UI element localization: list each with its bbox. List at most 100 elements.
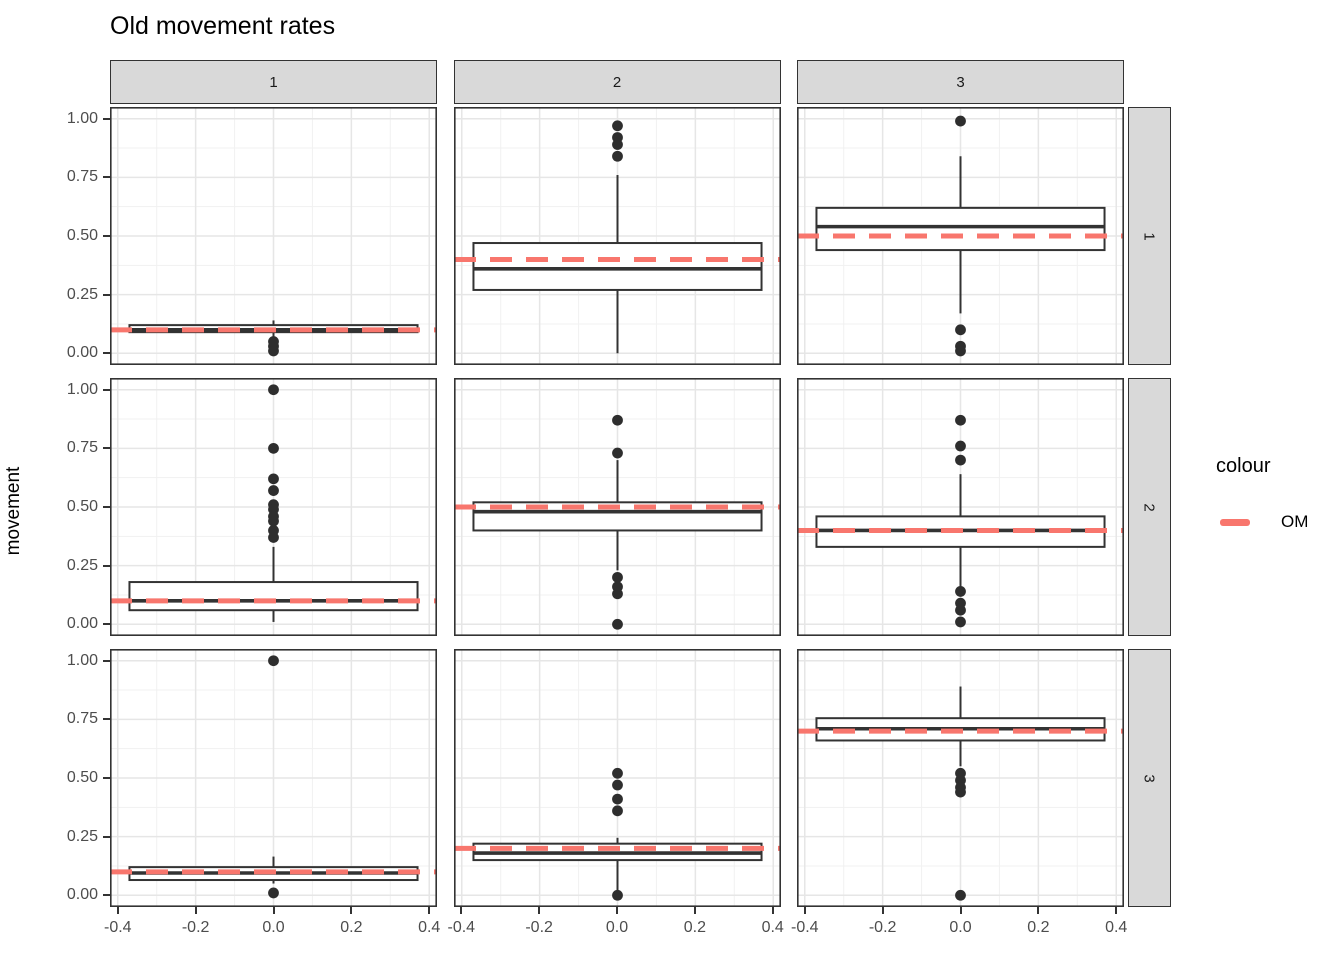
x-tick-label: -0.4 <box>790 919 819 936</box>
panel-border <box>453 649 781 907</box>
facet-row-strip-1: 1 <box>1127 107 1171 365</box>
y-tick-mark <box>103 176 110 179</box>
outlier-point <box>268 515 279 527</box>
legend: colour OM <box>1204 455 1308 532</box>
y-tick-mark <box>103 447 110 450</box>
y-tick-label: 1.00 <box>66 651 98 669</box>
y-tick-mark <box>103 293 110 296</box>
outlier-point <box>611 150 623 162</box>
y-tick-mark <box>103 506 110 508</box>
outlier-point <box>955 345 966 357</box>
facet-panel-col2-row1 <box>453 107 781 365</box>
facet-row-strip-2: 2 <box>1127 378 1171 636</box>
panel-border <box>797 107 1124 365</box>
outlier-point <box>268 473 279 485</box>
y-tick-label: 0.75 <box>66 168 98 186</box>
facet-panel-col3-row3 <box>797 649 1124 907</box>
y-tick-label: 0.00 <box>66 886 98 904</box>
outlier-point <box>268 485 279 496</box>
x-tick-label: -0.4 <box>103 919 132 936</box>
outlier-point <box>955 586 966 597</box>
panel-border <box>453 107 781 365</box>
facet-row-strip-label: 2 <box>1140 502 1158 512</box>
panel-border <box>797 378 1124 636</box>
outlier-point <box>611 414 623 426</box>
box <box>128 581 419 612</box>
facet-row-strip-label: 3 <box>1140 773 1158 783</box>
y-axis-title: movement <box>3 466 24 556</box>
x-tick-label: 0.4 <box>761 919 784 936</box>
x-tick-mark <box>1037 907 1040 914</box>
panel-border <box>453 378 781 636</box>
x-tick-mark <box>959 907 962 914</box>
x-tick-mark <box>693 907 696 914</box>
outlier-point <box>268 345 279 357</box>
outlier-point <box>611 120 623 132</box>
facet-panel-col2-row3 <box>453 649 781 907</box>
outlier-point <box>955 414 966 426</box>
y-tick-label: 0.00 <box>66 615 98 633</box>
outlier-point <box>955 616 966 628</box>
x-tick-label: 0.4 <box>418 919 441 936</box>
facet-panel-col1-row1 <box>110 107 437 365</box>
outlier-point <box>268 384 279 396</box>
facet-panel-col1-row2 <box>110 378 437 636</box>
outlier-point <box>955 786 966 798</box>
y-tick-mark <box>103 659 110 662</box>
outlier-point <box>611 793 623 805</box>
facet-panel-col3-row2 <box>797 378 1124 636</box>
y-tick-label: 0.75 <box>66 439 98 457</box>
x-tick-label: 0.2 <box>340 919 363 936</box>
facet-col-strip-label: 3 <box>956 73 965 91</box>
legend-title: colour <box>1216 455 1271 477</box>
panel-border <box>110 378 437 636</box>
facet-panel-col2-row2 <box>453 378 781 636</box>
x-tick-mark <box>771 907 774 914</box>
y-tick-label: 0.25 <box>66 827 98 845</box>
y-tick-label: 0.50 <box>66 227 98 244</box>
outlier-point <box>611 805 623 817</box>
panel-border <box>797 649 1124 907</box>
y-tick-mark <box>103 835 110 838</box>
y-tick-label: 1.00 <box>66 380 98 398</box>
panel-border <box>110 107 437 365</box>
x-tick-label: 0.2 <box>683 919 706 936</box>
x-tick-mark <box>616 907 618 914</box>
facet-col-strip-2: 2 <box>453 60 781 104</box>
facet-col-strip-label: 2 <box>612 73 622 91</box>
y-tick-mark <box>103 388 110 391</box>
y-tick-mark <box>103 564 110 567</box>
x-tick-mark <box>803 907 806 914</box>
facet-panel-col1-row3 <box>110 649 437 907</box>
y-tick-label: 0.00 <box>66 344 98 362</box>
y-tick-mark <box>103 117 110 120</box>
x-tick-mark <box>116 907 119 914</box>
x-tick-mark <box>1115 907 1118 914</box>
outlier-point <box>611 139 623 150</box>
outlier-point <box>611 618 623 630</box>
outlier-point <box>611 571 623 583</box>
x-tick-label: -0.4 <box>447 919 476 936</box>
facet-panel-col3-row1 <box>797 107 1124 365</box>
facet-row-strip-3: 3 <box>1127 649 1171 907</box>
x-tick-mark <box>194 907 197 914</box>
outlier-point <box>955 889 966 901</box>
facet-col-strip-1: 1 <box>110 60 437 104</box>
x-tick-mark <box>350 907 353 914</box>
y-tick-mark <box>103 352 110 355</box>
box <box>815 206 1106 252</box>
legend-item-om: OM <box>1204 512 1308 532</box>
outlier-point <box>955 454 966 466</box>
x-tick-mark <box>538 907 541 914</box>
y-tick-label: 0.75 <box>66 710 98 728</box>
y-tick-label: 0.25 <box>66 285 98 303</box>
outlier-point <box>955 604 966 616</box>
facet-col-strip-3: 3 <box>797 60 1124 104</box>
y-tick-label: 0.25 <box>66 556 98 574</box>
outlier-point <box>955 324 966 336</box>
x-tick-mark <box>272 907 275 914</box>
x-tick-mark <box>428 907 431 914</box>
facet-row-strip-label: 1 <box>1140 231 1158 241</box>
y-tick-mark <box>103 235 110 237</box>
